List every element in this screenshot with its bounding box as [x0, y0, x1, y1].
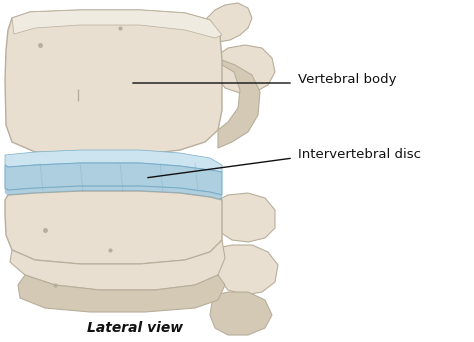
Polygon shape	[10, 240, 225, 290]
Polygon shape	[195, 3, 252, 42]
Polygon shape	[218, 193, 275, 242]
Polygon shape	[5, 150, 222, 172]
Polygon shape	[216, 245, 278, 295]
Polygon shape	[210, 292, 272, 335]
Polygon shape	[5, 163, 222, 195]
Polygon shape	[5, 10, 222, 155]
Polygon shape	[12, 10, 222, 38]
Polygon shape	[18, 275, 225, 312]
Polygon shape	[5, 191, 222, 264]
Text: Vertebral body: Vertebral body	[298, 74, 396, 87]
Text: Intervertebral disc: Intervertebral disc	[298, 148, 421, 161]
Polygon shape	[5, 186, 222, 200]
Text: Lateral view: Lateral view	[87, 321, 183, 335]
Polygon shape	[216, 45, 275, 93]
Polygon shape	[218, 60, 260, 148]
